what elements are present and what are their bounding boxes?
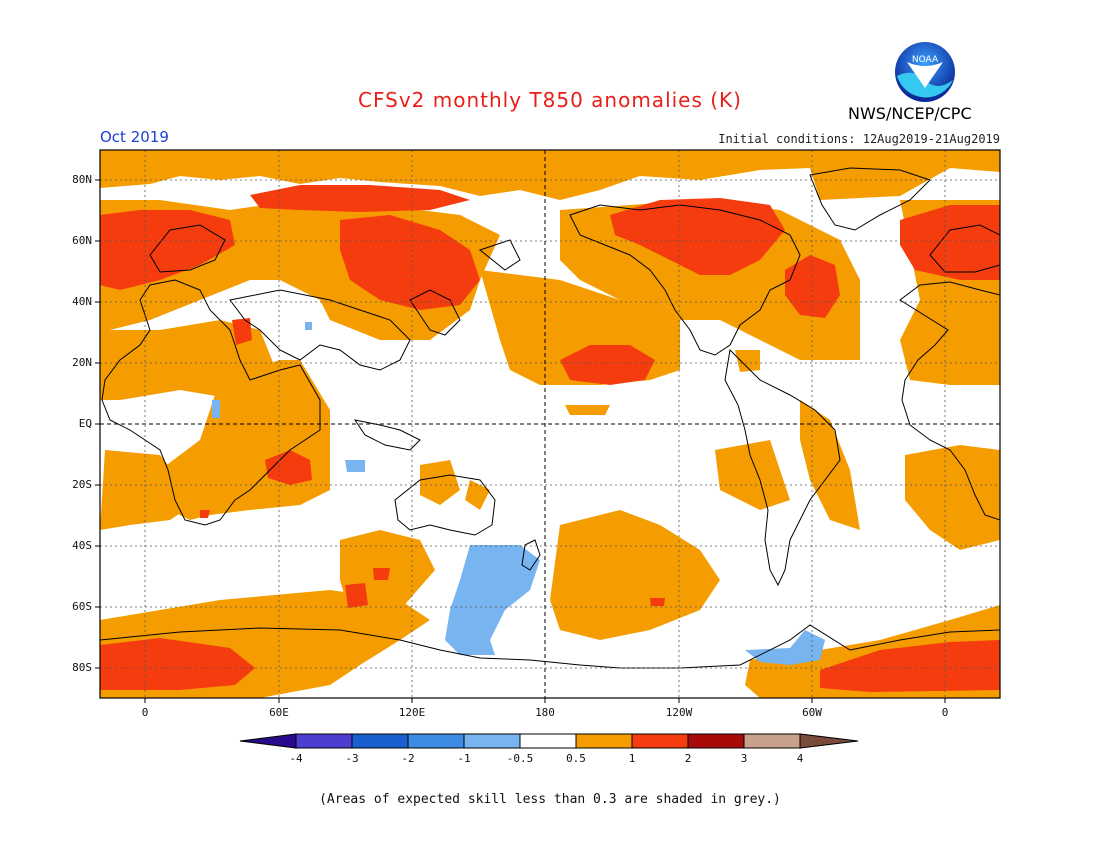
forecast-period: Oct 2019 xyxy=(100,128,169,146)
lon-label-120e: 120E xyxy=(398,706,426,719)
colorbar-swatch xyxy=(743,733,801,749)
colorbar-tick-label: -4 xyxy=(289,752,303,765)
lat-label-20n: 20N xyxy=(72,356,92,369)
colorbar-swatch xyxy=(295,733,353,749)
agency-label: NWS/NCEP/CPC xyxy=(848,104,972,123)
colorbar-tick-label: -3 xyxy=(345,752,359,765)
lat-lon-grid xyxy=(100,150,1000,698)
colorbar-arrow-min xyxy=(239,733,297,749)
colorbar-swatch xyxy=(687,733,745,749)
colorbar-swatch xyxy=(575,733,633,749)
lat-label-40s: 40S xyxy=(72,539,92,552)
colorbar-tick-label: -1 xyxy=(457,752,471,765)
skill-footnote: (Areas of expected skill less than 0.3 a… xyxy=(319,792,781,807)
colorbar-tick-label: 4 xyxy=(796,752,804,765)
lon-label-0-right: 0 xyxy=(941,706,949,719)
chart-title: CFSv2 monthly T850 anomalies (K) xyxy=(358,88,742,112)
lat-label-40n: 40N xyxy=(72,295,92,308)
colorbar-tick-label: -0.5 xyxy=(506,752,534,765)
lat-label-eq: EQ xyxy=(78,417,92,430)
lat-label-80n: 80N xyxy=(72,173,92,186)
lat-label-60n: 60N xyxy=(72,234,92,247)
lon-label-120w: 120W xyxy=(665,706,693,719)
colorbar-swatch xyxy=(351,733,409,749)
lon-label-0-left: 0 xyxy=(141,706,149,719)
colorbar-swatch xyxy=(407,733,465,749)
lat-label-60s: 60S xyxy=(72,600,92,613)
colorbar-tick-label: 2 xyxy=(684,752,692,765)
colorbar-tick-label: -2 xyxy=(401,752,415,765)
lon-label-60w: 60W xyxy=(802,706,822,719)
colorbar-tick-label: 0.5 xyxy=(566,752,586,765)
lat-label-80s: 80S xyxy=(72,661,92,674)
colorbar-swatch xyxy=(463,733,521,749)
coastlines xyxy=(100,167,1000,669)
noaa-logo-icon: NOAA xyxy=(895,42,955,102)
colorbar-swatch xyxy=(519,733,577,749)
colorbar-swatch xyxy=(631,733,689,749)
initial-conditions: Initial conditions: 12Aug2019-21Aug2019 xyxy=(718,132,1000,146)
lat-label-20s: 20S xyxy=(72,478,92,491)
colorbar-tick-label: 1 xyxy=(628,752,636,765)
lon-label-180: 180 xyxy=(535,706,555,719)
logo-text: NOAA xyxy=(912,55,939,65)
colorbar-tick-label: 3 xyxy=(740,752,748,765)
equator-dateline xyxy=(100,150,1000,698)
lon-label-60e: 60E xyxy=(269,706,289,719)
colorbar-arrow-max xyxy=(799,733,859,749)
